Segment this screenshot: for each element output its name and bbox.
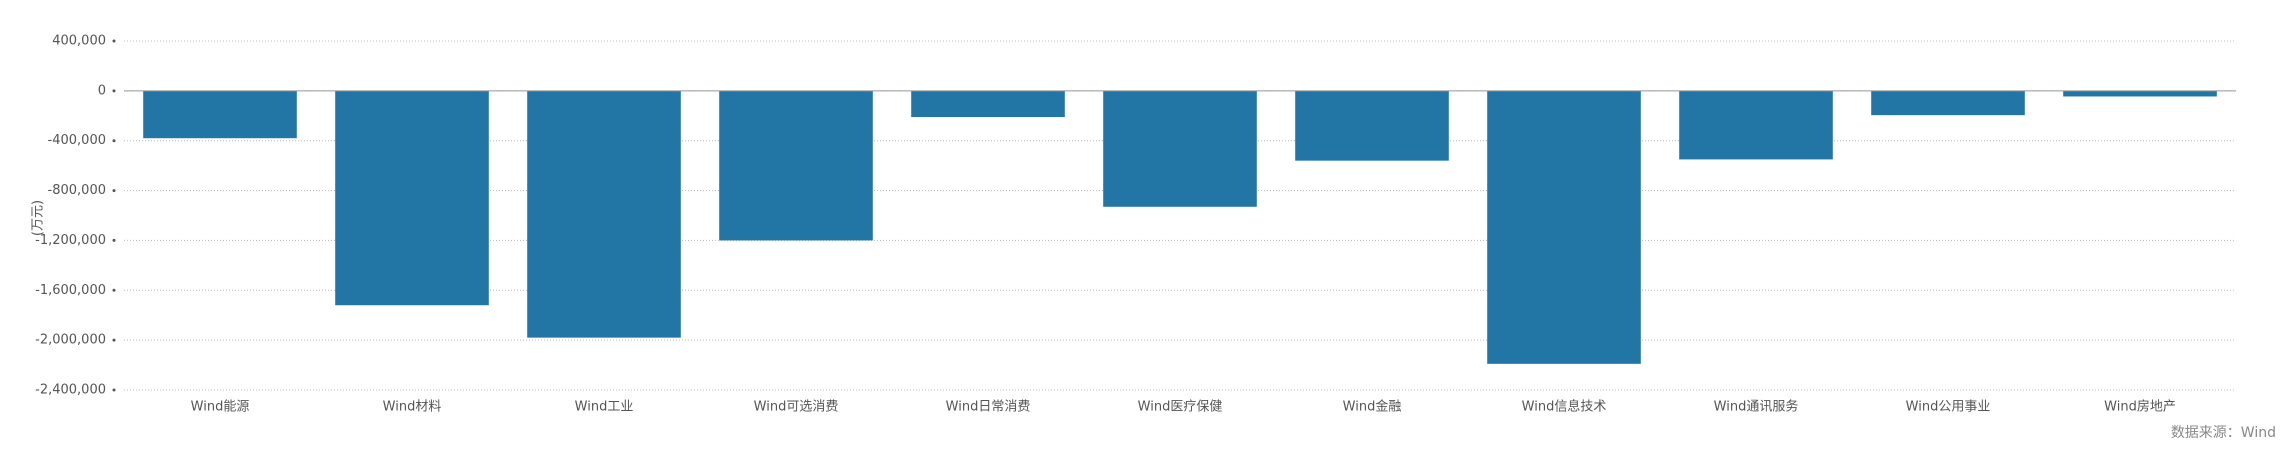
bar <box>1871 90 2025 116</box>
bar <box>335 90 489 306</box>
y-tick-label: 0 <box>98 83 106 98</box>
x-tick-label: Wind工业 <box>575 400 634 415</box>
y-tick-label: -800,000 <box>48 183 106 198</box>
source-note: 数据来源：Wind <box>2171 425 2276 441</box>
y-axis-title: (万元) <box>31 200 46 236</box>
y-tick-mark <box>112 39 116 43</box>
y-tick-label: -1,600,000 <box>35 283 106 298</box>
x-tick-label: Wind可选消费 <box>754 400 839 415</box>
x-tick-label: Wind医疗保健 <box>1138 400 1223 415</box>
bar <box>1487 90 1641 364</box>
y-tick-mark <box>112 189 116 193</box>
y-tick-mark <box>112 139 116 143</box>
x-tick-label: Wind房地产 <box>2104 399 2176 415</box>
x-tick-label: Wind能源 <box>191 400 250 415</box>
bar <box>1679 90 1833 160</box>
x-tick-label: Wind信息技术 <box>1522 399 1607 415</box>
x-tick-label: Wind日常消费 <box>946 400 1031 415</box>
x-tick-label: Wind金融 <box>1343 399 1402 415</box>
y-tick-label: -400,000 <box>48 133 106 148</box>
y-tick-mark <box>112 288 116 292</box>
bar <box>1295 90 1449 161</box>
y-tick-label: -1,200,000 <box>35 233 106 248</box>
bar <box>527 90 681 338</box>
bar <box>143 90 297 139</box>
bar <box>719 90 873 241</box>
y-tick-mark <box>112 388 116 392</box>
bar <box>2063 90 2217 97</box>
y-tick-label: -2,400,000 <box>35 383 106 398</box>
y-tick-mark <box>112 238 116 242</box>
y-tick-mark <box>112 89 116 93</box>
x-tick-label: Wind公用事业 <box>1906 400 1991 415</box>
bar <box>911 90 1065 118</box>
x-tick-label: Wind材料 <box>383 400 442 415</box>
y-tick-label: 400,000 <box>52 34 106 49</box>
y-tick-mark <box>112 338 116 342</box>
y-tick-label: -2,000,000 <box>35 333 106 348</box>
x-tick-label: Wind通讯服务 <box>1714 399 1799 415</box>
bar <box>1103 90 1257 207</box>
